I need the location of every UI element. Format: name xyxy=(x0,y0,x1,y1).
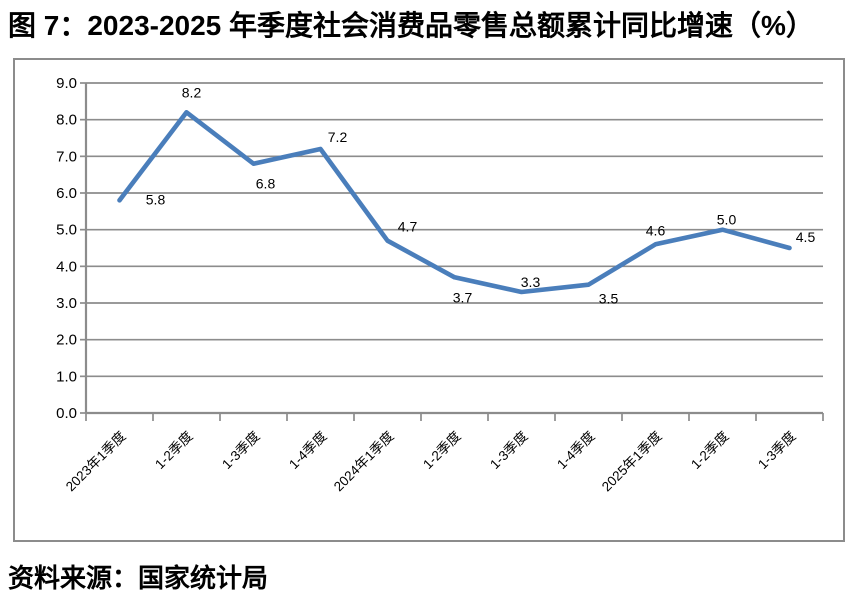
x-category-label: 2025年1季度 xyxy=(599,429,665,495)
data-label: 5.0 xyxy=(717,212,737,228)
y-tick-label: 0.0 xyxy=(56,405,77,422)
x-category-label: 2023年1季度 xyxy=(63,429,129,495)
x-category-label: 1-3季度 xyxy=(219,429,262,472)
data-label: 4.5 xyxy=(796,229,816,245)
x-category-label: 1-3季度 xyxy=(755,429,798,472)
chart-container: 0.0 1.0 2.0 3.0 4.0 5.0 6.0 7.0 8.0 9.0 5.8 8.2 6.8 7… xyxy=(13,58,845,542)
y-tick-label: 5.0 xyxy=(56,222,77,239)
data-label: 3.5 xyxy=(599,291,619,307)
data-label: 5.8 xyxy=(146,191,166,207)
data-label: 4.6 xyxy=(646,222,666,238)
y-tick-label: 6.0 xyxy=(56,185,77,202)
figure-title: 图 7：2023-2025 年季度社会消费品零售总额累计同比增速（%） xyxy=(8,10,814,41)
data-label: 7.2 xyxy=(328,129,348,145)
x-category-label: 1-2季度 xyxy=(420,429,463,472)
x-category-label: 1-4季度 xyxy=(286,429,329,472)
y-tick-label: 4.0 xyxy=(56,258,77,275)
source-note: 资料来源：国家统计局 xyxy=(8,563,269,593)
y-tick-label: 9.0 xyxy=(56,75,77,92)
data-label: 8.2 xyxy=(182,84,202,100)
x-category-label: 1-4季度 xyxy=(554,429,597,472)
data-label: 3.3 xyxy=(521,274,541,290)
y-tick-label: 8.0 xyxy=(56,112,77,129)
data-label: 3.7 xyxy=(453,289,473,305)
data-series-line xyxy=(117,109,792,295)
line-chart: 0.0 1.0 2.0 3.0 4.0 5.0 6.0 7.0 8.0 9.0 5.8 8.2 6.8 7… xyxy=(56,75,824,495)
data-label: 4.7 xyxy=(398,219,418,235)
x-category-label: 2024年1季度 xyxy=(331,429,397,495)
data-label: 6.8 xyxy=(256,176,276,192)
x-category-label: 1-2季度 xyxy=(688,429,731,472)
y-tick-label: 2.0 xyxy=(56,332,77,349)
y-tick-label: 7.0 xyxy=(56,148,77,165)
x-category-label: 1-3季度 xyxy=(487,429,530,472)
x-category-label: 1-2季度 xyxy=(152,429,195,472)
y-tick-label: 3.0 xyxy=(56,295,77,312)
y-tick-label: 1.0 xyxy=(56,368,77,385)
